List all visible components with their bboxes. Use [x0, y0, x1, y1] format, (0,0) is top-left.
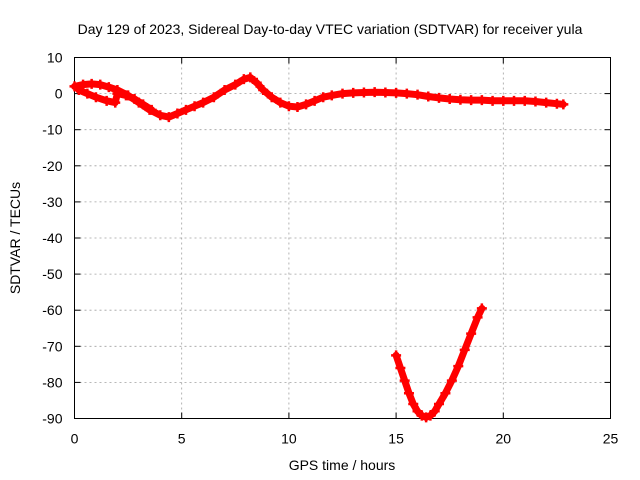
data-point	[401, 88, 412, 99]
data-point	[466, 95, 477, 106]
data-point	[110, 97, 121, 108]
x-tick-label: 0	[71, 431, 79, 447]
data-point	[208, 92, 219, 103]
data-point	[399, 375, 410, 386]
data-point	[238, 74, 249, 85]
data-point	[519, 95, 530, 106]
data-point	[369, 87, 380, 98]
data-point	[476, 303, 487, 314]
series-v-dip	[391, 303, 487, 423]
data-point	[541, 97, 552, 108]
data-point	[472, 312, 483, 323]
y-axis-label: SDTVAR / TECUs	[7, 182, 23, 294]
data-point	[245, 72, 256, 83]
x-axis-label: GPS time / hours	[289, 457, 396, 473]
data-point	[498, 95, 509, 106]
data-point	[309, 95, 320, 106]
series-line	[71, 73, 567, 121]
data-point	[101, 95, 112, 106]
data-point	[358, 87, 369, 98]
data-point	[453, 361, 464, 372]
data-point	[408, 399, 419, 410]
data-point	[412, 89, 423, 100]
data-point	[82, 88, 93, 99]
data-point	[112, 88, 123, 99]
series-main-track	[69, 72, 569, 123]
axis-ticks: 0 5 10 15 20 25 10 0 -10 -20 -30 -40 -50 -60 -70 -80 -90	[42, 50, 618, 447]
data-point	[391, 87, 402, 98]
y-tick-label: 0	[55, 86, 63, 102]
y-tick-label: -80	[42, 374, 62, 390]
data-point	[395, 362, 406, 373]
grid	[74, 57, 611, 419]
x-tick-label: 5	[178, 431, 186, 447]
data-layer	[69, 72, 569, 423]
data-point	[337, 88, 348, 99]
data-point	[509, 95, 520, 106]
x-tick-label: 15	[388, 431, 404, 447]
data-point	[138, 99, 149, 110]
data-point	[172, 108, 183, 119]
x-tick-label: 20	[496, 431, 512, 447]
data-point	[318, 92, 329, 103]
chart-title: Day 129 of 2023, Sidereal Day-to-day VTE…	[78, 21, 583, 37]
data-point	[275, 97, 286, 108]
data-point	[283, 101, 294, 112]
data-point	[301, 99, 312, 110]
data-point	[95, 79, 106, 90]
data-point	[219, 84, 230, 95]
y-tick-label: -50	[42, 266, 62, 282]
data-point	[251, 77, 262, 88]
data-point	[380, 87, 391, 98]
data-point	[198, 97, 209, 108]
data-point	[189, 101, 200, 112]
data-point	[78, 79, 89, 90]
data-point	[180, 104, 191, 115]
data-point	[429, 406, 440, 417]
data-point	[403, 388, 414, 399]
data-point	[266, 92, 277, 103]
data-point	[433, 92, 444, 103]
y-tick-label: -10	[42, 122, 62, 138]
data-point	[155, 110, 166, 121]
data-point	[326, 90, 337, 101]
y-tick-label: -90	[42, 411, 62, 427]
data-point	[120, 90, 131, 101]
data-point	[423, 91, 434, 102]
data-point	[258, 84, 269, 95]
data-point	[444, 94, 455, 105]
series-early-branch	[73, 84, 157, 115]
data-point	[348, 87, 359, 98]
data-point	[530, 96, 541, 107]
data-point	[163, 112, 174, 123]
data-point	[440, 388, 451, 399]
data-point	[455, 94, 466, 105]
data-point	[146, 104, 157, 115]
y-tick-label: -20	[42, 158, 62, 174]
x-tick-label: 10	[281, 431, 297, 447]
data-point	[558, 99, 569, 110]
data-point	[292, 101, 303, 112]
data-point	[476, 95, 487, 106]
x-tick-label: 25	[603, 431, 619, 447]
data-point	[433, 399, 444, 410]
data-point	[391, 350, 402, 361]
data-point	[466, 328, 477, 339]
data-point	[446, 375, 457, 386]
data-point	[73, 84, 84, 95]
data-point	[129, 94, 140, 105]
data-point	[230, 79, 241, 90]
data-point	[103, 82, 114, 93]
data-point	[90, 92, 101, 103]
y-tick-label: -70	[42, 338, 62, 354]
data-point	[459, 344, 470, 355]
y-tick-label: 10	[47, 50, 63, 66]
data-point	[487, 95, 498, 106]
data-point	[86, 78, 97, 89]
y-tick-label: -60	[42, 302, 62, 318]
y-tick-label: -30	[42, 194, 62, 210]
y-tick-label: -40	[42, 230, 62, 246]
